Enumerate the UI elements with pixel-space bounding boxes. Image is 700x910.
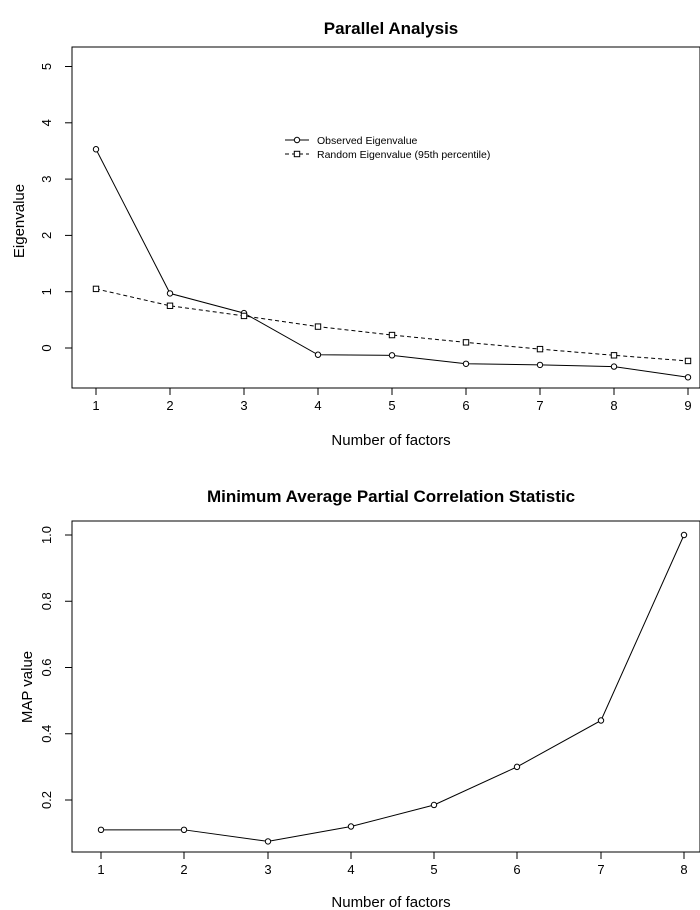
x-tick-label: 4 — [347, 862, 354, 877]
x-axis-label: Number of factors — [331, 432, 450, 449]
data-point — [240, 312, 248, 320]
y-axis: 0.2 0.4 0.6 0.8 1.0 — [39, 526, 73, 809]
data-point — [462, 360, 470, 367]
x-tick-label: 6 — [513, 862, 520, 877]
data-point — [314, 351, 322, 358]
y-tick-label: 0 — [39, 344, 54, 351]
y-axis-label: Eigenvalue — [11, 184, 28, 258]
x-tick-label: 1 — [97, 862, 104, 877]
x-tick-label: 8 — [610, 398, 617, 413]
data-point — [513, 763, 521, 771]
plot-frame — [71, 520, 700, 853]
x-axis-label: Number of factors — [331, 894, 450, 910]
y-tick-label: 0.2 — [39, 791, 54, 809]
data-point — [610, 363, 618, 370]
legend-label-observed: Observed Eigenvalue — [317, 135, 418, 147]
x-tick-label: 5 — [430, 862, 437, 877]
series-line — [101, 534, 685, 842]
data-point — [462, 339, 470, 346]
map-chart: Minimum Average Partial Correlation Stat… — [19, 487, 700, 910]
data-point — [430, 801, 438, 809]
y-tick-label: 0.8 — [39, 592, 54, 610]
x-tick-label: 3 — [240, 398, 247, 413]
data-point — [388, 352, 396, 359]
y-tick-label: 0.4 — [39, 725, 54, 743]
x-tick-label: 1 — [92, 398, 99, 413]
data-point — [314, 323, 322, 330]
plot-frame — [71, 46, 700, 389]
x-tick-label: 7 — [536, 398, 543, 413]
chart-title: Parallel Analysis — [324, 19, 459, 38]
data-point — [166, 302, 174, 309]
x-axis: 1 2 3 4 5 6 7 8 9 — [92, 387, 692, 413]
x-tick-label: 6 — [462, 398, 469, 413]
x-tick-label: 8 — [680, 862, 687, 877]
y-axis: 0 1 2 3 4 5 — [39, 63, 73, 352]
data-point — [180, 826, 188, 834]
data-point — [536, 345, 544, 353]
x-axis: 1 2 3 4 5 6 7 8 — [97, 851, 688, 877]
data-point — [610, 352, 618, 359]
y-tick-label: 1 — [39, 288, 54, 295]
data-point — [264, 838, 272, 845]
x-tick-label: 5 — [388, 398, 395, 413]
series-group — [92, 146, 692, 381]
data-point — [97, 826, 105, 834]
y-tick-label: 0.6 — [39, 658, 54, 676]
data-point — [347, 823, 355, 830]
data-point — [684, 374, 692, 381]
legend-label-random: Random Eigenvalue (95th percentile) — [317, 149, 490, 161]
data-point — [680, 531, 688, 539]
y-tick-label: 5 — [39, 63, 54, 70]
x-tick-label: 9 — [684, 398, 691, 413]
x-tick-label: 2 — [166, 398, 173, 413]
legend: Observed Eigenvalue Random Eigenvalue (9… — [285, 135, 490, 161]
legend-marker-observed — [293, 136, 301, 144]
legend-marker-random — [293, 150, 301, 158]
chart-title: Minimum Average Partial Correlation Stat… — [207, 487, 575, 506]
data-point — [597, 717, 605, 724]
data-point — [92, 285, 100, 293]
parallel-analysis-chart: Parallel Analysis Eigenvalue Number of f… — [11, 19, 700, 449]
data-point — [388, 331, 396, 339]
y-tick-label: 1.0 — [39, 526, 54, 544]
data-point — [166, 290, 174, 297]
y-tick-label: 3 — [39, 175, 54, 182]
series-line — [95, 288, 689, 362]
x-tick-label: 7 — [597, 862, 604, 877]
x-tick-label: 4 — [314, 398, 321, 413]
data-point — [684, 357, 692, 365]
y-tick-label: 2 — [39, 232, 54, 239]
x-tick-label: 2 — [180, 862, 187, 877]
series-group — [97, 531, 688, 845]
data-point — [536, 361, 544, 369]
data-point — [92, 146, 100, 153]
x-tick-label: 3 — [264, 862, 271, 877]
y-axis-label: MAP value — [19, 651, 36, 723]
y-tick-label: 4 — [39, 119, 54, 126]
series-line — [95, 149, 689, 378]
